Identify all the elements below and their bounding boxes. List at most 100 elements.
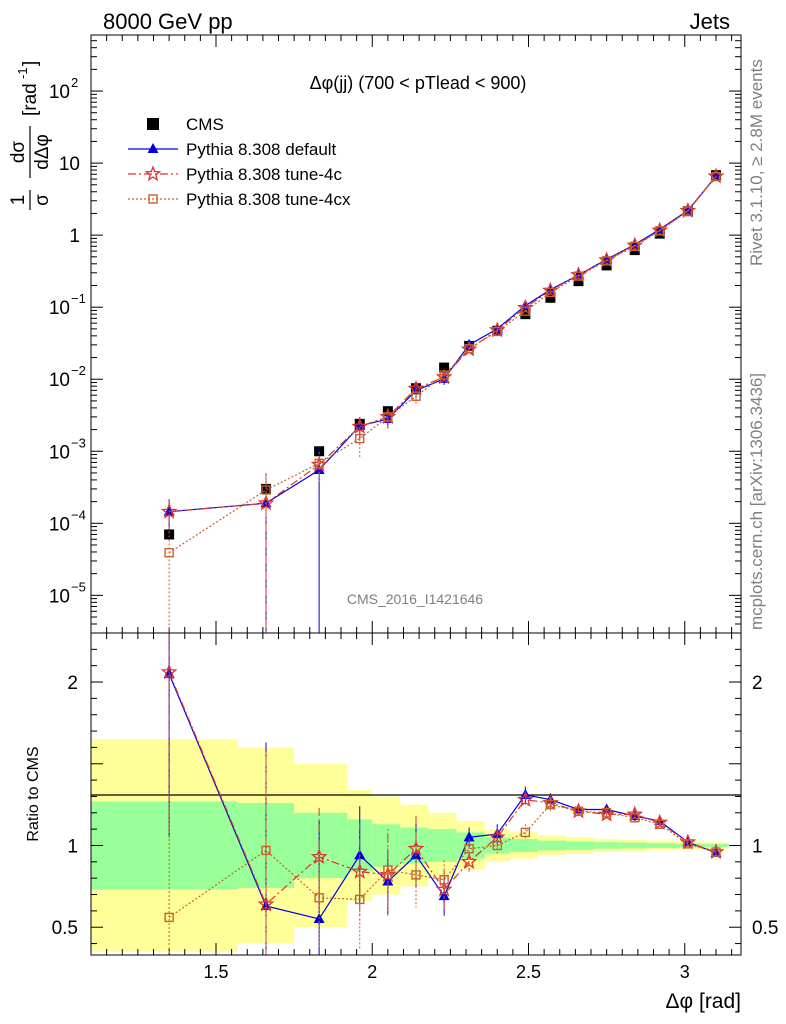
y-tick-base: 10 [49, 370, 70, 391]
uncertainty-band-inner [428, 829, 457, 862]
tune4c-marker [460, 853, 478, 869]
tune4cx-marker [573, 806, 584, 816]
tune4cx-marker [355, 894, 365, 905]
tune4cx-marker [711, 847, 721, 857]
tune4c-marker [144, 165, 162, 182]
y-tick-label-bottom: 0.5 [52, 918, 78, 939]
rivet-version-label: Rivet 3.1.10, ≥ 2.8M events [747, 59, 766, 266]
tune4c-marker [488, 321, 506, 338]
tune4cx-marker [601, 256, 612, 266]
y-tick-exponent: −1 [71, 291, 86, 306]
mcplots-label: mcplots.cern.ch [arXiv:1306.3436] [747, 373, 766, 630]
uncertainty-band-inner [619, 842, 648, 849]
y-tick-base: 10 [49, 514, 70, 535]
legend-label-tune4cx: Pythia 8.308 tune-4cx [186, 190, 351, 209]
tune4cx-marker [383, 412, 393, 422]
tune4c-marker [160, 663, 178, 680]
y-tick-label-top: 10 [59, 154, 80, 175]
default-marker [147, 143, 159, 153]
tune4c-marker [379, 408, 397, 425]
cms-marker [520, 309, 531, 320]
tune4c-line-top [169, 175, 717, 513]
tune4c-marker [351, 417, 369, 434]
uncertainty-band-inner [566, 841, 595, 850]
tune4c-marker [257, 895, 275, 912]
y-tick-label-top: 1 [69, 226, 80, 247]
tune4cx-marker [164, 548, 174, 558]
y-tick-label-top: 10 −3 [49, 435, 86, 463]
tune4cx-marker [683, 839, 693, 849]
plot-title: Δφ(jj) (700 < pTlead < 900) [310, 73, 527, 93]
x-axis-label: Δφ [rad] [666, 990, 742, 1013]
y-tick-base: 10 [49, 82, 70, 103]
tune4c-marker [542, 794, 559, 811]
tune4c-marker [651, 221, 669, 238]
tune4cx-marker [630, 241, 640, 251]
cms-marker [573, 276, 584, 287]
cms-marker [439, 362, 450, 373]
tune4cx-marker [630, 813, 640, 823]
y-tick-label-top: 10 −1 [49, 291, 86, 319]
ratio-plot-frame [90, 632, 742, 956]
y-tick-base: 10 [49, 442, 70, 463]
tune4cx-marker [545, 799, 556, 810]
y-tick-label-bottom: 1 [67, 836, 78, 857]
ratio-plot-panel: 0.5 0.5 1 1 2 2 Ratio to CMS 1.5 2 2.5 3 Δφ [rad… [25, 632, 778, 1013]
y-tick-label-top: 10 −5 [49, 579, 86, 607]
legend: CMS Pythia 8.308 default Pythia 8.308 tune… [128, 115, 351, 209]
tune4c-marker [517, 790, 534, 807]
y-tick-base: 1 [69, 226, 80, 247]
tune4cx-marker [314, 893, 324, 903]
svg-text:dσ: dσ [8, 141, 29, 164]
analysis-label: CMS_2016_I1421646 [347, 591, 483, 607]
y-axis-label-top: 1 σ dσ dΔφ [rad -1 ] [8, 61, 53, 210]
default-marker [438, 890, 450, 901]
y-tick-exponent: 2 [71, 75, 78, 90]
tune4c-marker [707, 167, 725, 184]
tune4cx-marker [439, 370, 449, 380]
tune4cx-marker [164, 912, 174, 923]
svg-text:[rad: [rad [20, 83, 41, 116]
x-tick-label: 3 [680, 962, 690, 982]
x-tick-label: 2.5 [516, 962, 541, 982]
tune4c-marker [310, 848, 328, 865]
y-tick-label-bottom-right: 1 [752, 836, 763, 857]
y-tick-base: 10 [49, 298, 70, 319]
svg-text:]: ] [20, 61, 41, 66]
svg-text:-1: -1 [15, 67, 30, 79]
tune4c-marker [707, 843, 725, 860]
tune4cx-marker [520, 306, 531, 316]
tune4cx-marker [655, 226, 665, 236]
tune4cx-marker [439, 875, 449, 885]
y-tick-base: 10 [59, 154, 80, 175]
tune4cx-marker [464, 844, 474, 854]
uncertainty-band-inner [372, 824, 401, 867]
uncertainty-band-inner [647, 843, 676, 848]
x-tick-label: 1.5 [203, 962, 228, 982]
tune4cx-marker [383, 865, 393, 875]
tune4cx-marker [261, 845, 271, 856]
legend-label-tune4c: Pythia 8.308 tune-4c [186, 165, 342, 184]
uncertainty-band-inner [594, 842, 620, 849]
uncertainty-band-inner [700, 843, 729, 848]
tune4c-marker [160, 502, 178, 519]
tune4c-marker [570, 802, 587, 819]
tune4cx-marker [148, 194, 158, 204]
tune4cx-marker [261, 485, 271, 495]
y-tick-base: 10 [49, 586, 70, 607]
tune4cx-marker [655, 819, 665, 829]
header-beam-label: 8000 GeV pp [103, 9, 233, 34]
default-marker [354, 849, 366, 860]
header-process-label: Jets [690, 9, 730, 34]
tune4cx-marker [411, 870, 421, 880]
y-tick-exponent: −5 [71, 579, 86, 594]
uncertainty-band-inner [91, 801, 238, 890]
x-tick-label: 2 [367, 962, 377, 982]
tune4cx-marker [601, 808, 612, 818]
cms-marker [147, 118, 159, 130]
tune4cx-marker [492, 840, 502, 851]
y-tick-exponent: −2 [71, 363, 86, 378]
tune4cx-marker [355, 433, 365, 444]
